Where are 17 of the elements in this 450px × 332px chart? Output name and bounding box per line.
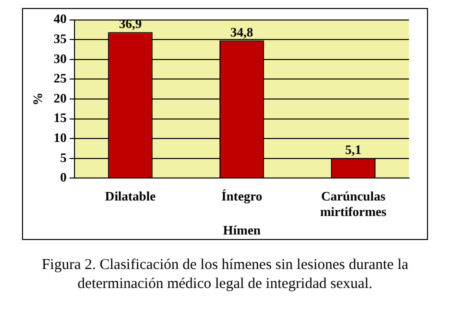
x-tick-label: Dilatable [105,188,156,204]
y-tick-label: 20 [54,90,67,106]
y-tick-label: 5 [60,150,68,165]
data-label: 5,1 [345,142,362,157]
x-tick-label: Íntegro [221,188,262,204]
y-tick-label: 15 [54,110,68,126]
y-tick-label: 10 [54,130,67,145]
y-tick-label: 35 [54,30,68,46]
y-tick-label: 0 [60,170,67,185]
data-label: 34,8 [230,24,254,40]
y-axis-title: % [30,92,46,106]
y-tick-label: 40 [54,11,67,26]
text: Figura 2. Clasificación de los hímenes sin lesiones durante la determinación médico legal de integridad sexual. [40,256,410,294]
y-tick-label: 25 [54,70,68,86]
y-tick-label: 30 [54,50,67,66]
x-axis-title: Hímen [223,222,262,238]
x-tick-label: Carúnculas mirtiformes [320,188,386,219]
